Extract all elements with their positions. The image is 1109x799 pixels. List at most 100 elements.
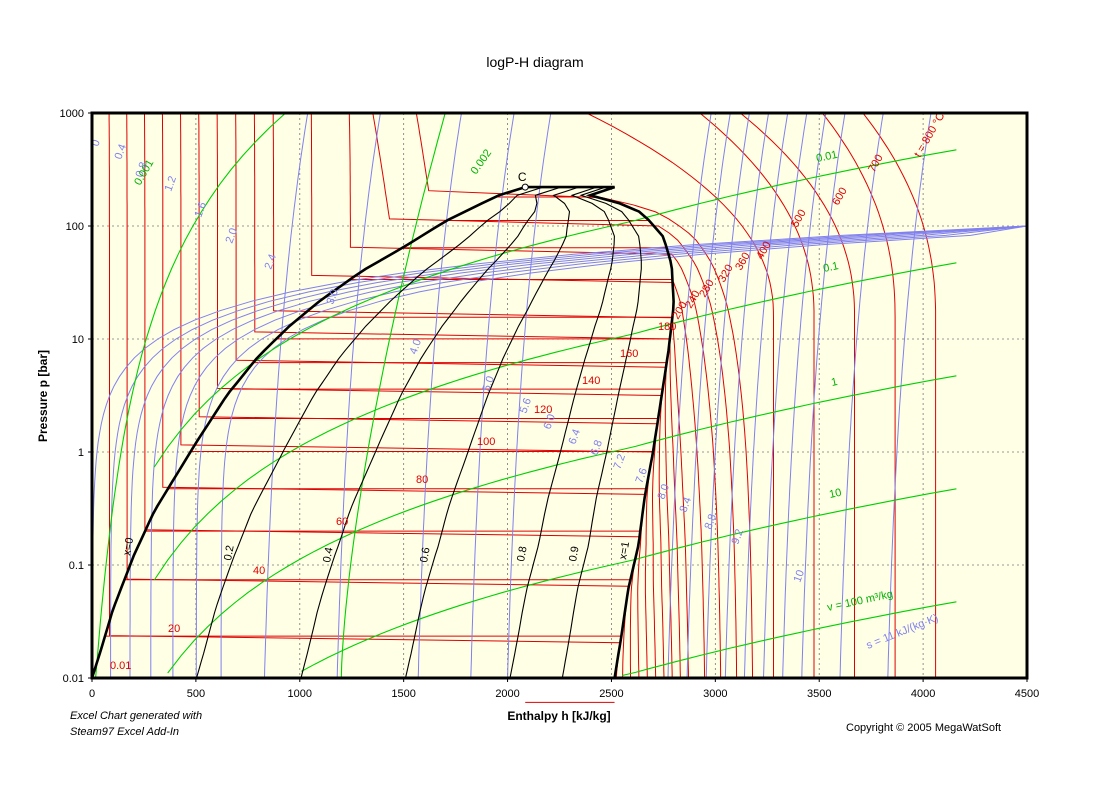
isentrope-label: 0.4 [113,143,130,161]
isentrope-label: 2.4 [263,253,280,271]
isentrope-label: 1.2 [163,175,180,193]
isentrope-label: 1.6 [193,201,210,219]
copyright-text: Copyright © 2005 MegaWatSoft [846,722,1002,734]
isentrope-line [336,112,381,679]
isochore-line [153,262,957,581]
isotherm-label: 80 [416,474,428,486]
isentrope-line [686,112,731,679]
isentrope-line [667,112,712,679]
critical-point-label: C [518,170,527,184]
isotherm-line [180,112,654,679]
isotherm-line [272,113,689,679]
isotherm-label: 40 [253,565,265,577]
isochore-line [340,112,446,679]
isentrope-label: 7.6 [634,467,651,485]
footer-note-line1: Excel Chart generated with [70,710,203,722]
isotherm-line [348,112,722,678]
x-tick-label: 500 [187,688,205,700]
plot-area [92,113,1027,678]
isotherm-line [415,112,753,678]
isotherm-line [235,113,673,679]
chart-title: logP-H diagram [486,54,583,70]
y-tick-label: 0.01 [63,673,84,685]
isotherm-label: 0.01 [110,660,131,672]
quality-label: 0.2 [222,544,236,561]
isentrope-label: 6.4 [567,428,584,446]
quality-label: 0.8 [515,545,529,562]
quality-line [90,185,526,679]
isentrope-label: 0.8 [134,161,151,179]
isentrope-line [887,112,932,679]
isochore-label: 1 [830,376,838,389]
isentrope-label: 8.0 [656,483,673,501]
isentrope-label: 9.2 [730,528,747,546]
isotherm-label: 160 [620,348,638,360]
isentrope-line [724,112,770,679]
y-tick-label: 10 [72,334,84,346]
quality-line [195,186,544,679]
isotherm-label: 20 [168,623,180,635]
isotherm-line [144,113,641,678]
quality-label: 0.9 [567,545,581,562]
isentrope-label: 5.6 [518,397,535,415]
isotherm-line [821,112,896,678]
isentrope-label: 8.8 [703,513,720,531]
isochore-line [153,149,957,468]
y-tick-label: 0.1 [69,560,84,572]
x-tick-label: 1500 [391,688,415,700]
isentrope-line [763,112,808,679]
quality-line [404,186,579,679]
critical-point-marker [521,183,529,191]
curve-labels: C0.0120406080100120140160180200240280320… [90,111,948,672]
quality-line [300,186,562,679]
quality-label: x=1 [617,541,632,561]
isotherm-line [310,112,706,679]
isotherm-label: 120 [534,404,552,416]
quality-label: 0.4 [321,546,335,563]
x-tick-label: 4000 [911,688,935,700]
isochore-label: 10 [828,487,842,501]
y-tick-label: 1000 [60,108,84,120]
isentrope-label: 5.0 [481,375,498,393]
x-tick-label: 1000 [288,688,312,700]
isentrope-label: 6.8 [589,439,606,457]
isochore-line [301,488,957,672]
isentrope-line [705,112,750,679]
isotherm-label: 140 [582,375,600,387]
isochore-label: 0.1 [822,260,839,275]
isotherm-line [586,112,774,678]
isentrope-line [782,112,827,679]
isotherm-label: 100 [477,436,495,448]
x-tick-label: 4500 [1015,688,1039,700]
isentrope-label: 0 [90,138,103,148]
axis-ticks: 0 500 1000 1500 2000 2500 3000 3500 4000 45000.01… [60,108,1040,700]
x-tick-label: 3500 [807,688,831,700]
isochore-line [167,375,957,674]
isentrope-line [507,112,552,679]
grid-lines [92,113,1027,678]
y-tick-label: 1 [78,447,84,459]
isentrope-line [417,112,462,679]
footer-note-line2: Steam97 Excel Add-In [70,726,180,738]
isentrope-label: 7.2 [612,453,629,471]
isentrope-line [743,112,789,679]
isentrope-label: 2.0 [224,227,241,245]
isotherm-line [372,112,738,679]
isotherm-line [862,112,937,678]
isotherm-label: 180 [658,321,676,333]
x-tick-label: 0 [89,688,95,700]
isochore-line [95,112,286,679]
x-tick-label: 2000 [495,688,519,700]
x-tick-label: 2500 [599,688,623,700]
quality-line [525,185,675,679]
isotherm-line [161,112,646,679]
isentrope-label: 4.0 [408,338,425,356]
isochore-line [622,601,957,677]
plot-frame [90,111,1029,680]
quality-line [525,186,642,679]
isochore-label: 0.01 [815,149,838,165]
x-axis-label: Enthalpy h [kJ/kg] [507,709,610,723]
isentrope-label: 10 [792,568,807,584]
y-tick-label: 100 [66,221,84,233]
